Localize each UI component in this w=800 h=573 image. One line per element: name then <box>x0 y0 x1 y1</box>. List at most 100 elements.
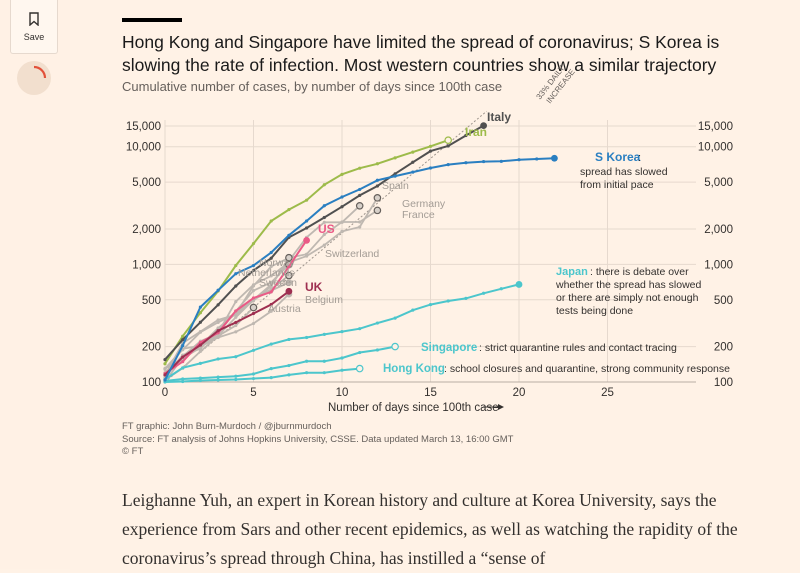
end-point-hong-kong <box>355 364 364 373</box>
end-point-italy <box>480 122 487 130</box>
data-point-s-korea <box>517 158 521 162</box>
series-line-uk <box>164 290 290 376</box>
singapore-annotation: : strict quarantine rules and contact tr… <box>479 342 677 354</box>
data-point-italy <box>269 256 273 260</box>
data-point-japan <box>393 316 397 320</box>
end-point-s-korea <box>551 154 558 162</box>
data-point-netherlands <box>163 367 167 371</box>
data-point-s-korea <box>446 163 450 167</box>
data-point-iran <box>375 162 379 166</box>
data-point-uk <box>216 329 220 333</box>
japan-annotation-line-2: or there are simply not enough <box>556 292 699 304</box>
end-point-austria <box>249 303 258 312</box>
left-sidebar: Save <box>0 0 70 569</box>
data-point-iran <box>234 263 238 268</box>
data-point-sweden <box>234 315 238 319</box>
data-point-uk <box>234 320 238 325</box>
data-point-singapore <box>305 359 309 363</box>
data-point-s-korea <box>340 195 344 199</box>
series-label-hong-kong: Hong Kong <box>383 363 445 375</box>
data-point-japan <box>340 330 344 334</box>
x-axis-arrowhead <box>498 404 504 410</box>
data-point-s-korea <box>482 159 486 164</box>
data-point-s-korea <box>535 157 539 161</box>
data-point-singapore <box>269 366 273 371</box>
series-label-us: US <box>318 222 335 236</box>
series-label-spain: Spain <box>382 180 409 192</box>
data-point-iran <box>269 219 273 223</box>
data-point-uk <box>269 302 273 307</box>
data-point-italy <box>181 338 185 342</box>
y-tick-label-right: 500 <box>714 295 733 307</box>
end-point-sweden <box>285 279 293 286</box>
data-point-japan <box>499 287 503 291</box>
data-point-uk <box>251 311 256 316</box>
y-tick-label-right: 200 <box>714 342 733 354</box>
series-label-norway: Norway <box>259 257 295 269</box>
data-point-iran <box>181 334 185 338</box>
data-point-singapore <box>234 374 238 378</box>
data-point-s-korea <box>181 343 185 348</box>
data-point-netherlands <box>216 320 220 325</box>
data-point-iran <box>322 183 326 187</box>
series-line-netherlands <box>164 274 290 371</box>
end-point-singapore <box>391 342 399 351</box>
y-tick-label-right: 1,000 <box>704 259 733 271</box>
x-tick-label: 20 <box>513 387 526 399</box>
data-point-iran <box>251 242 256 246</box>
y-tick-label-right: 10,000 <box>698 142 733 154</box>
data-point-italy <box>216 303 220 307</box>
data-point-iran <box>340 172 344 176</box>
data-point-italy <box>375 184 379 188</box>
data-point-s-korea <box>234 272 238 276</box>
data-point-france <box>305 252 309 256</box>
data-point-s-korea <box>375 178 379 182</box>
data-point-s-korea <box>163 378 167 382</box>
data-point-spain <box>322 220 326 224</box>
data-point-hong-kong <box>340 368 344 372</box>
series-label-belgium: Belgium <box>305 294 343 306</box>
data-point-japan <box>234 355 238 359</box>
series-line-belgium <box>164 293 290 379</box>
data-point-singapore <box>375 348 379 352</box>
data-point-uk <box>198 343 202 347</box>
hongkong-annotation: : school closures and quarantine, strong… <box>444 363 730 375</box>
data-point-singapore <box>251 372 256 376</box>
data-point-s-korea <box>251 263 256 268</box>
data-point-s-korea <box>216 288 220 292</box>
data-point-japan <box>198 361 202 365</box>
end-point-us <box>303 236 310 244</box>
series-label-france: France <box>402 209 435 221</box>
data-point-uk <box>181 355 185 359</box>
graphic-credit: FT graphic: John Burn-Murdoch / @jburnmu… <box>122 421 332 432</box>
data-point-singapore <box>287 363 291 368</box>
data-point-italy <box>358 193 362 197</box>
series-label-s-korea: S Korea <box>595 150 641 164</box>
data-point-iran <box>393 156 397 160</box>
data-point-singapore <box>181 377 185 381</box>
data-source: Source: FT analysis of Johns Hopkins Uni… <box>122 433 514 445</box>
data-point-japan <box>251 348 256 352</box>
japan-annotation-line-3: tests being done <box>556 305 633 317</box>
data-point-japan <box>216 357 220 361</box>
data-point-germany <box>322 243 326 247</box>
end-point-france <box>373 206 382 215</box>
data-point-s-korea <box>198 305 202 309</box>
series-line-spain <box>164 205 361 374</box>
data-point-france <box>358 220 362 224</box>
series-label-italy: Italy <box>487 110 511 124</box>
save-button[interactable]: Save <box>10 0 58 54</box>
data-point-iran <box>411 150 415 154</box>
data-point-japan <box>411 308 415 312</box>
data-point-switzerland <box>269 284 273 288</box>
skorea-annotation-line-1: spread has slowed <box>580 166 668 178</box>
data-point-austria <box>198 349 202 354</box>
data-point-iran <box>287 207 291 212</box>
end-point-netherlands <box>285 271 293 280</box>
y-tick-label-right: 15,000 <box>698 121 733 133</box>
data-point-japan <box>482 291 486 295</box>
data-point-s-korea <box>464 161 468 165</box>
series-label-iran: Iran <box>465 125 487 139</box>
